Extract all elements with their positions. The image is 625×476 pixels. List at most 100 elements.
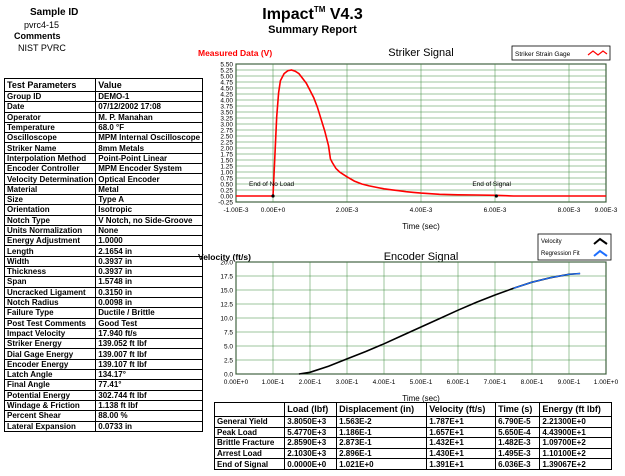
y-tick-label: 3.00: [220, 122, 233, 129]
row-label: Windage & Friction: [3, 399, 97, 412]
row-value: 0.0000E+0: [284, 458, 338, 470]
test-parameters-table: Test Parameters Value Group ID DEMO-1 Date 07…: [3, 78, 204, 432]
chart-legend: Striker Strain Gage: [511, 45, 611, 61]
results-table: Load (lbf) Displacement (in) Velocity (ft/…: [213, 402, 612, 470]
x-axis-label: Time (sec): [402, 394, 440, 402]
row-label: Energy Adjustment: [3, 235, 97, 247]
row-label: Dial Gage Energy: [3, 348, 97, 360]
encoder-signal-chart: Encoder Signal Velocity (ft/s) Time (sec) 0…: [198, 233, 619, 402]
parameter-header-cell: Value: [95, 78, 204, 92]
row-value: 2.8590E+3: [284, 437, 338, 449]
row-value: 0.0098 in: [95, 296, 204, 309]
row-label: Brittle Fracture: [213, 437, 286, 449]
row-label: Uncracked Ligament: [3, 286, 97, 298]
x-tick-label: 2.00E-1: [299, 379, 322, 386]
y-tick-label: 4.75: [220, 80, 233, 87]
y-axis-label: Measured Data (V): [198, 48, 272, 58]
row-value: 134.17°: [95, 369, 204, 381]
row-value: 1.5748 in: [95, 276, 204, 288]
x-axis-label: Time (sec): [402, 222, 440, 231]
row-value: 302.744 ft lbf: [95, 389, 204, 401]
app-title-version: V4.3: [325, 6, 363, 23]
table-row: Post Test Comments Good Test: [3, 317, 204, 329]
row-value: 0.0733 in: [95, 420, 204, 432]
y-tick-label: 2.25: [220, 140, 233, 147]
x-tick-label: 5.00E-1: [410, 379, 433, 386]
chart-title: Encoder Signal: [384, 251, 459, 263]
chart-legend: Velocity Regression Fit: [537, 233, 612, 261]
row-value: 1.495E-3: [495, 447, 541, 460]
row-value: 5.650E-4: [495, 426, 541, 439]
table-row: Date 07/12/2002 17:08: [3, 101, 204, 113]
row-value: None: [95, 224, 204, 237]
legend-label: Striker Strain Gage: [515, 51, 571, 58]
y-tick-label: 5.0: [224, 344, 233, 351]
row-value: 4.43900E+1: [539, 426, 612, 439]
row-value: 3.8050E+3: [284, 416, 338, 428]
row-value: 1.186E-1: [336, 426, 428, 439]
sample-id-value: pvrc4-15: [24, 20, 60, 30]
row-label: Notch Radius: [3, 296, 97, 309]
row-value: 1.0000: [95, 235, 204, 247]
row-value: 07/12/2002 17:08: [95, 101, 204, 113]
row-label: Span: [3, 276, 97, 288]
y-tick-label: 3.25: [220, 116, 233, 123]
y-tick-label: 5.25: [220, 68, 233, 75]
y-tick-label: 1.00: [220, 170, 233, 177]
x-tick-label: 9.00E-1: [558, 379, 581, 386]
y-tick-label: 17.5: [220, 274, 233, 281]
row-label: Encoder Controller: [3, 163, 97, 175]
row-value: 5.4770E+3: [284, 426, 338, 439]
row-value: 2.21300E+0: [539, 416, 612, 428]
row-value: 1.657E+1: [426, 426, 497, 439]
legend-box: [537, 233, 612, 261]
legend-label: Velocity: [541, 239, 562, 245]
table-row: Thickness 0.3937 in: [3, 266, 204, 278]
row-label: Oscilloscope: [3, 132, 97, 144]
y-tick-label: 5.50: [220, 62, 233, 69]
row-value: Isotropic: [95, 204, 204, 216]
y-tick-label: 4.00: [220, 98, 233, 105]
row-value: 1.09700E+2: [539, 437, 612, 449]
table-row: Oscilloscope MPM Internal Oscilloscope: [3, 132, 204, 144]
row-label: Material: [3, 183, 97, 195]
x-tick-label: 0.00E+0: [224, 379, 249, 386]
row-label: End of Signal: [213, 458, 286, 470]
table-row: Interpolation Method Point-Point Linear: [3, 152, 204, 165]
legend-box: [511, 45, 611, 61]
table-row: Failure Type Ductile / Brittle: [3, 307, 204, 319]
x-tick-label: 2.00E-3: [336, 207, 359, 214]
table-row: Impact Velocity 17.940 ft/s: [3, 327, 204, 340]
chart-title: Striker Signal: [388, 47, 453, 59]
row-value: 0.3937 in: [95, 266, 204, 278]
row-label: Percent Shear: [3, 410, 97, 422]
row-label: Potential Energy: [3, 389, 97, 401]
row-value: 88.00 %: [95, 410, 204, 422]
row-value: 1.563E-2: [336, 416, 428, 428]
y-tick-label: 4.25: [220, 92, 233, 99]
row-label: Striker Energy: [3, 338, 97, 350]
row-label: Striker Name: [3, 142, 97, 154]
y-axis-label: Velocity (ft/s): [198, 252, 251, 262]
row-label: Post Test Comments: [3, 317, 97, 329]
row-label: Notch Type: [3, 214, 97, 226]
row-value: Point-Point Linear: [95, 152, 204, 165]
row-value: 2.1030E+3: [284, 447, 338, 460]
y-tick-label: 0.50: [220, 182, 233, 189]
y-tick-label: 15.0: [220, 288, 233, 295]
row-label: Thickness: [3, 266, 97, 278]
y-tick-label: 5.00: [220, 74, 233, 81]
row-value: 0.3937 in: [95, 255, 204, 268]
x-tick-label: 4.00E-3: [410, 207, 433, 214]
y-tick-label: 20.0: [220, 260, 233, 267]
table-row: Final Angle 77.41°: [3, 379, 204, 391]
row-label: Size: [3, 193, 97, 206]
y-tick-label: 2.75: [220, 128, 233, 135]
app-title: ImpactTM V4.3: [0, 5, 625, 24]
table-row: Encoder Controller MPM Encoder System: [3, 163, 204, 175]
table-row: Striker Name 8mm Metals: [3, 142, 204, 154]
x-tick-label: 1.00E-1: [262, 379, 285, 386]
row-value: 1.391E+1: [426, 458, 497, 470]
table-row: Group ID DEMO-1: [3, 90, 204, 103]
x-tick-label: 6.00E-1: [447, 379, 470, 386]
